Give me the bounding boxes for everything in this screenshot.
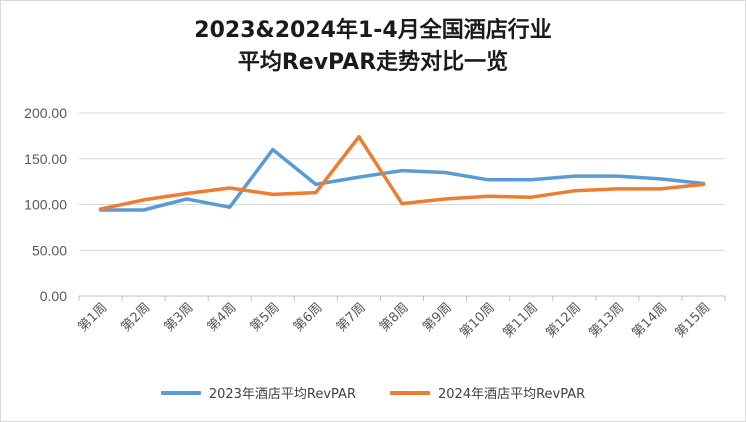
y-tick-label: 0.00 <box>40 288 67 304</box>
legend: 2023年酒店平均RevPAR 2024年酒店平均RevPAR <box>1 383 745 402</box>
x-tick-label: 第3周 <box>162 300 197 335</box>
data-point <box>314 182 318 186</box>
chart-title-line1: 2023&2024年1-4月全国酒店行业 <box>194 18 552 43</box>
x-tick-label: 第13周 <box>586 300 627 341</box>
x-tick-label: 第14周 <box>630 300 671 341</box>
x-tick-label: 第6周 <box>291 300 326 335</box>
legend-swatch-2023 <box>160 390 201 395</box>
data-point <box>142 198 146 202</box>
y-tick-label: 200.00 <box>24 105 67 121</box>
data-point <box>228 205 232 209</box>
y-tick-label: 50.00 <box>32 242 67 258</box>
data-point <box>572 174 576 178</box>
legend-label-2024: 2024年酒店平均RevPAR <box>438 387 586 402</box>
data-point <box>529 178 533 182</box>
x-tick-label: 第12周 <box>543 300 584 341</box>
data-point <box>529 195 533 199</box>
data-point <box>314 191 318 195</box>
chart-title-line2: 平均RevPAR走势对比一览 <box>237 50 509 75</box>
x-tick-label: 第15周 <box>673 300 714 341</box>
x-tick-label: 第10周 <box>457 300 498 341</box>
data-point <box>572 189 576 193</box>
x-tick-label: 第11周 <box>500 300 541 341</box>
data-point <box>486 194 490 198</box>
data-point <box>615 174 619 178</box>
data-point <box>185 197 189 201</box>
data-point <box>228 186 232 190</box>
data-point <box>357 175 361 179</box>
x-tick-label: 第2周 <box>119 300 154 335</box>
legend-item-2024: 2024年酒店平均RevPAR <box>390 383 585 402</box>
x-tick-label: 第5周 <box>248 300 283 335</box>
y-tick-label: 100.00 <box>24 197 67 213</box>
chart-title: 2023&2024年1-4月全国酒店行业 平均RevPAR走势对比一览 <box>1 15 745 79</box>
data-point <box>99 207 103 211</box>
data-point <box>142 208 146 212</box>
data-point <box>271 148 275 152</box>
legend-label-2023: 2023年酒店平均RevPAR <box>208 387 356 402</box>
data-point <box>443 170 447 174</box>
data-point <box>658 187 662 191</box>
x-tick-label: 第8周 <box>377 300 412 335</box>
y-tick-label: 150.00 <box>24 151 67 167</box>
data-point <box>400 202 404 206</box>
data-point <box>701 182 705 186</box>
data-point <box>443 197 447 201</box>
legend-swatch-2024 <box>390 390 430 395</box>
x-tick-label: 第1周 <box>76 300 111 335</box>
x-tick-label: 第7周 <box>334 300 369 335</box>
x-tick-label: 第4周 <box>205 300 240 335</box>
data-point <box>615 187 619 191</box>
data-point <box>400 169 404 173</box>
data-point <box>185 192 189 196</box>
x-tick-label: 第9周 <box>420 300 455 335</box>
data-point <box>486 178 490 182</box>
data-point <box>357 135 361 139</box>
legend-item-2023: 2023年酒店平均RevPAR <box>160 383 356 402</box>
line-chart: 0.0050.00100.00150.00200.00第1周 第2周 第3周 第4周第… <box>24 105 726 341</box>
data-point <box>271 192 275 196</box>
data-point <box>658 177 662 181</box>
